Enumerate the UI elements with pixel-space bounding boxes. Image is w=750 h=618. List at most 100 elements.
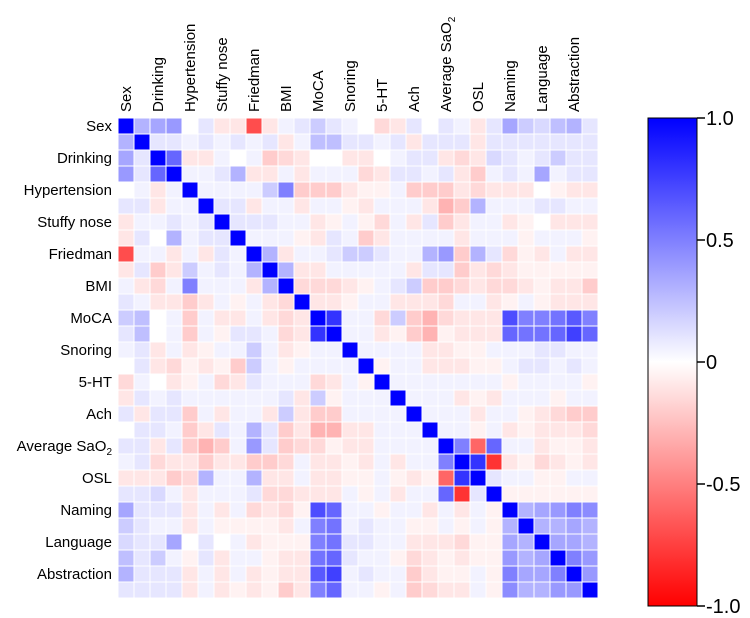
heatmap-cell xyxy=(165,437,183,455)
heatmap-cell xyxy=(133,517,151,535)
heatmap-cell xyxy=(421,437,439,455)
heatmap-cell xyxy=(437,421,455,439)
heatmap-cell xyxy=(437,133,455,151)
heatmap-cell xyxy=(277,245,295,263)
heatmap-cell xyxy=(389,261,407,279)
heatmap-cell xyxy=(245,389,263,407)
heatmap-cell xyxy=(213,501,231,519)
x-tick-label: OSL xyxy=(470,82,487,112)
heatmap-cell xyxy=(517,501,535,519)
heatmap-cell xyxy=(197,517,215,535)
heatmap-cell xyxy=(357,581,375,599)
heatmap-cell xyxy=(469,245,487,263)
heatmap-cell xyxy=(245,133,263,151)
heatmap-cell xyxy=(453,341,471,359)
heatmap-cell xyxy=(485,485,503,503)
heatmap-cell xyxy=(309,213,327,231)
heatmap-cell xyxy=(325,133,343,151)
heatmap-cell xyxy=(213,581,231,599)
heatmap-cell xyxy=(261,149,279,167)
heatmap-cell xyxy=(517,245,535,263)
heatmap-cell xyxy=(341,357,359,375)
heatmap-cell xyxy=(277,117,295,135)
heatmap-cell xyxy=(437,373,455,391)
heatmap-cell xyxy=(421,261,439,279)
heatmap-cell xyxy=(533,421,551,439)
heatmap-cell xyxy=(261,197,279,215)
heatmap-cell xyxy=(517,165,535,183)
heatmap-cell xyxy=(581,245,599,263)
y-tick-label: Naming xyxy=(60,502,112,519)
heatmap-cell xyxy=(245,165,263,183)
heatmap-cell xyxy=(165,357,183,375)
heatmap-cell xyxy=(389,325,407,343)
heatmap-cell xyxy=(373,165,391,183)
heatmap-cell xyxy=(469,293,487,311)
heatmap-cell xyxy=(197,213,215,231)
heatmap-cell xyxy=(437,117,455,135)
heatmap-cell xyxy=(389,469,407,487)
heatmap-cell xyxy=(165,165,183,183)
heatmap-cell xyxy=(405,373,423,391)
heatmap-cell xyxy=(581,341,599,359)
heatmap-cell xyxy=(149,261,167,279)
heatmap-cell xyxy=(565,565,583,583)
heatmap-cell xyxy=(565,181,583,199)
heatmap-cell xyxy=(181,133,199,151)
heatmap-cell xyxy=(453,501,471,519)
heatmap-cell xyxy=(117,261,135,279)
heatmap-cell xyxy=(245,437,263,455)
heatmap-cell xyxy=(261,165,279,183)
heatmap-cell xyxy=(341,453,359,471)
heatmap-cell xyxy=(117,501,135,519)
heatmap-cell xyxy=(517,293,535,311)
heatmap-cell xyxy=(277,453,295,471)
heatmap-cell xyxy=(325,165,343,183)
heatmap-cell xyxy=(197,357,215,375)
heatmap-cell xyxy=(581,421,599,439)
heatmap-cell xyxy=(405,517,423,535)
heatmap-cell xyxy=(261,581,279,599)
heatmap-cell xyxy=(581,581,599,599)
heatmap-cell xyxy=(325,245,343,263)
heatmap-cell xyxy=(149,229,167,247)
heatmap-cell xyxy=(485,133,503,151)
heatmap-cell xyxy=(133,501,151,519)
heatmap-cell xyxy=(389,197,407,215)
heatmap-cell xyxy=(213,565,231,583)
heatmap-cell xyxy=(389,389,407,407)
heatmap-cell xyxy=(277,229,295,247)
heatmap-cell xyxy=(165,405,183,423)
heatmap-cell xyxy=(325,229,343,247)
y-tick-label: Snoring xyxy=(60,342,112,359)
heatmap-cell xyxy=(149,197,167,215)
heatmap-cell xyxy=(581,165,599,183)
heatmap-cell xyxy=(149,405,167,423)
heatmap-cell xyxy=(149,277,167,295)
heatmap-cell xyxy=(517,341,535,359)
heatmap-cell xyxy=(469,453,487,471)
heatmap-cell xyxy=(421,485,439,503)
heatmap-cell xyxy=(325,549,343,567)
heatmap-cell xyxy=(293,341,311,359)
heatmap-cell xyxy=(309,517,327,535)
heatmap-cell xyxy=(117,341,135,359)
heatmap-cell xyxy=(581,469,599,487)
heatmap-cell xyxy=(549,245,567,263)
heatmap-cell xyxy=(117,229,135,247)
heatmap-cell xyxy=(549,453,567,471)
heatmap-cell xyxy=(485,341,503,359)
heatmap-cell xyxy=(453,229,471,247)
heatmap-cell xyxy=(501,261,519,279)
heatmap-cell xyxy=(245,325,263,343)
heatmap-cell xyxy=(197,501,215,519)
heatmap-cell xyxy=(389,149,407,167)
heatmap-cell xyxy=(405,549,423,567)
heatmap-cell xyxy=(389,245,407,263)
heatmap-cell xyxy=(341,181,359,199)
heatmap-cell xyxy=(517,437,535,455)
heatmap-cell xyxy=(453,293,471,311)
heatmap-cell xyxy=(421,149,439,167)
heatmap-cell xyxy=(581,485,599,503)
x-tick-label: BMI xyxy=(278,85,295,112)
